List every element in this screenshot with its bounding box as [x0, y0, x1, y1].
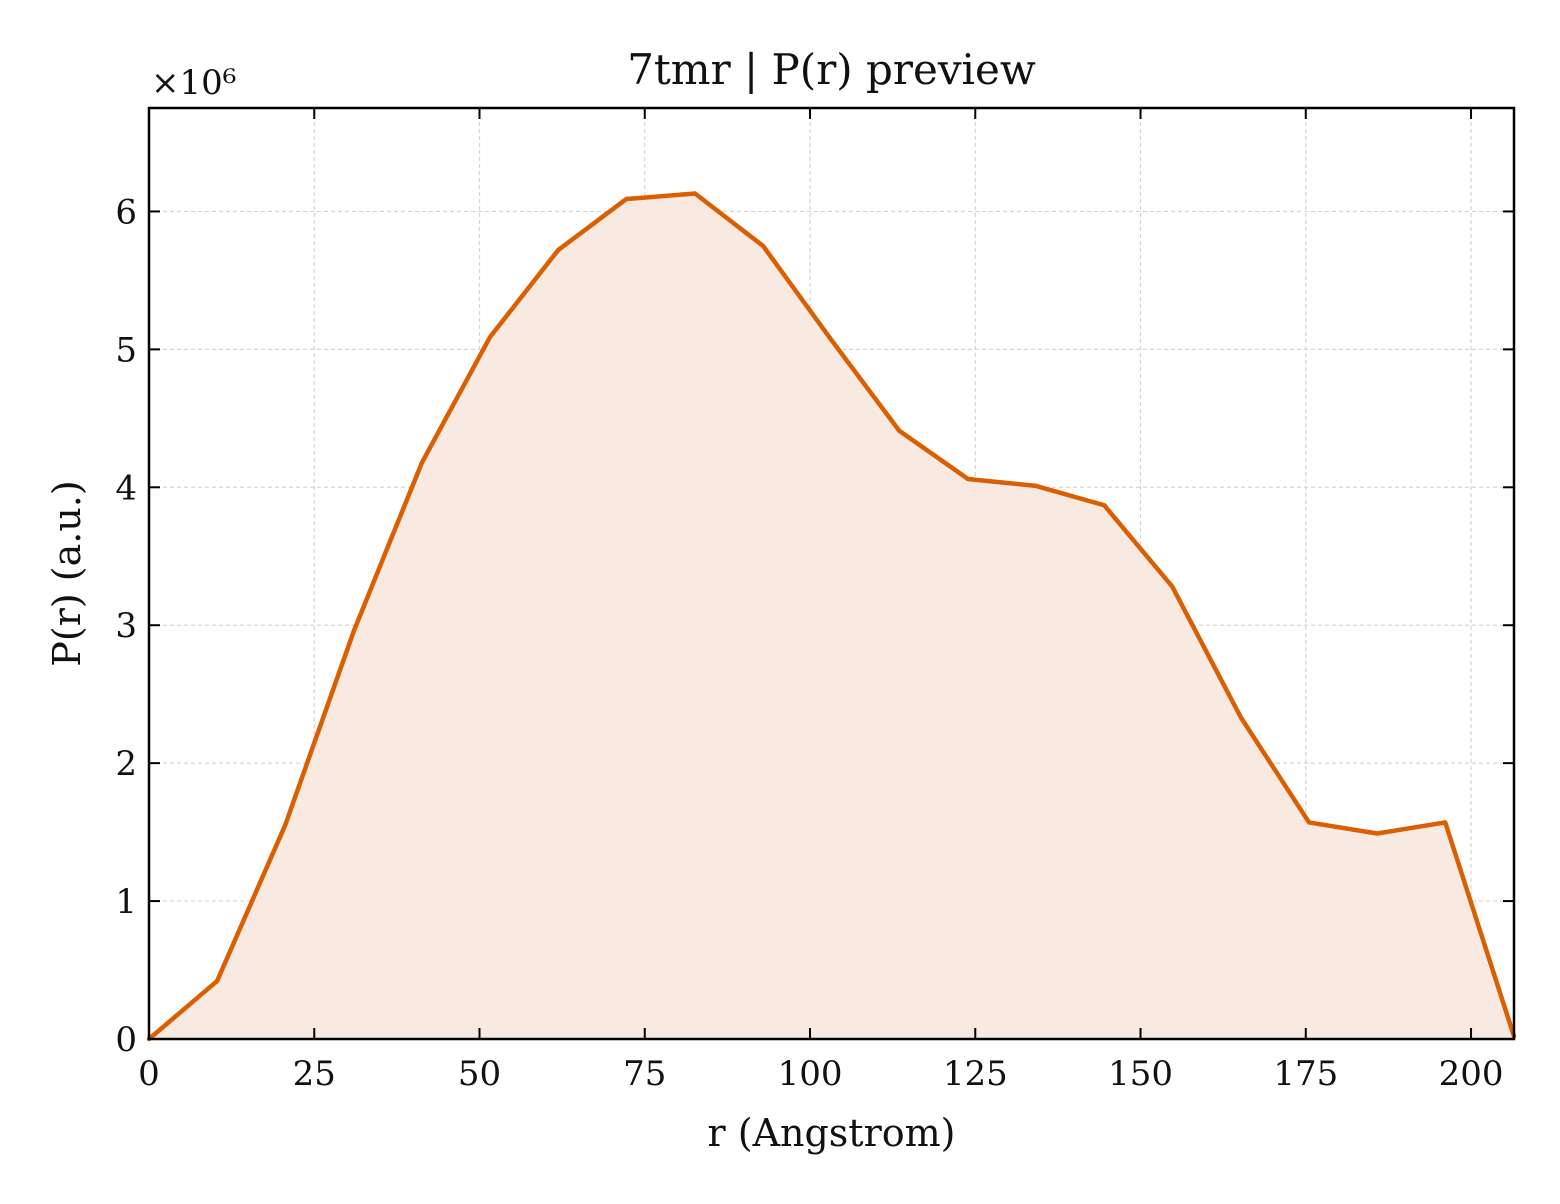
data-point [556, 248, 561, 253]
data-point [1443, 820, 1448, 825]
x-tick-labels: 0 25 50 75 100 125 150 175 200 [138, 1054, 1503, 1094]
x-axis-label: r (Angstrom) [708, 1111, 956, 1155]
x-tick-label: 50 [458, 1054, 501, 1094]
data-point [966, 477, 971, 482]
x-tick-label: 100 [778, 1054, 843, 1094]
y-axis-multiplier: ×10⁶ [151, 63, 236, 103]
data-point [761, 243, 766, 248]
data-point [897, 428, 902, 433]
x-tick-label: 150 [1108, 1054, 1173, 1094]
y-tick-label: 6 [115, 192, 137, 232]
x-tick-label: 175 [1273, 1054, 1338, 1094]
x-tick-label: 200 [1439, 1054, 1504, 1094]
data-point [283, 823, 288, 828]
y-tick-label: 2 [115, 744, 137, 784]
data-point [1375, 831, 1380, 836]
tick-marks [148, 108, 1514, 1040]
x-tick-label: 125 [943, 1054, 1008, 1094]
y-tick-label: 1 [115, 882, 137, 922]
x-tick-label: 75 [623, 1054, 666, 1094]
x-tick-label: 25 [293, 1054, 336, 1094]
chart-title: 7tmr | P(r) preview [627, 45, 1036, 94]
y-axis-label: P(r) (a.u.) [45, 480, 89, 666]
data-point [1034, 483, 1039, 488]
data-point [420, 460, 425, 465]
y-tick-labels: 0 1 2 3 4 5 6 [115, 192, 137, 1060]
y-tick-label: 0 [115, 1020, 137, 1060]
y-tick-label: 5 [115, 330, 137, 370]
x-tick-label: 0 [138, 1054, 160, 1094]
data-point [488, 334, 493, 339]
data-point [624, 197, 629, 202]
y-tick-label: 3 [115, 606, 137, 646]
data-point [215, 979, 220, 984]
area-fill [149, 193, 1514, 1039]
data-point [351, 628, 356, 633]
data-point [829, 337, 834, 342]
y-tick-label: 4 [115, 468, 137, 508]
data-point [1102, 503, 1107, 508]
data-point [1239, 715, 1244, 720]
data-point [693, 191, 698, 196]
plot-frame [147, 106, 1516, 1041]
data-line [146, 191, 1517, 1042]
data-point [1307, 820, 1312, 825]
data-point [1170, 584, 1175, 589]
